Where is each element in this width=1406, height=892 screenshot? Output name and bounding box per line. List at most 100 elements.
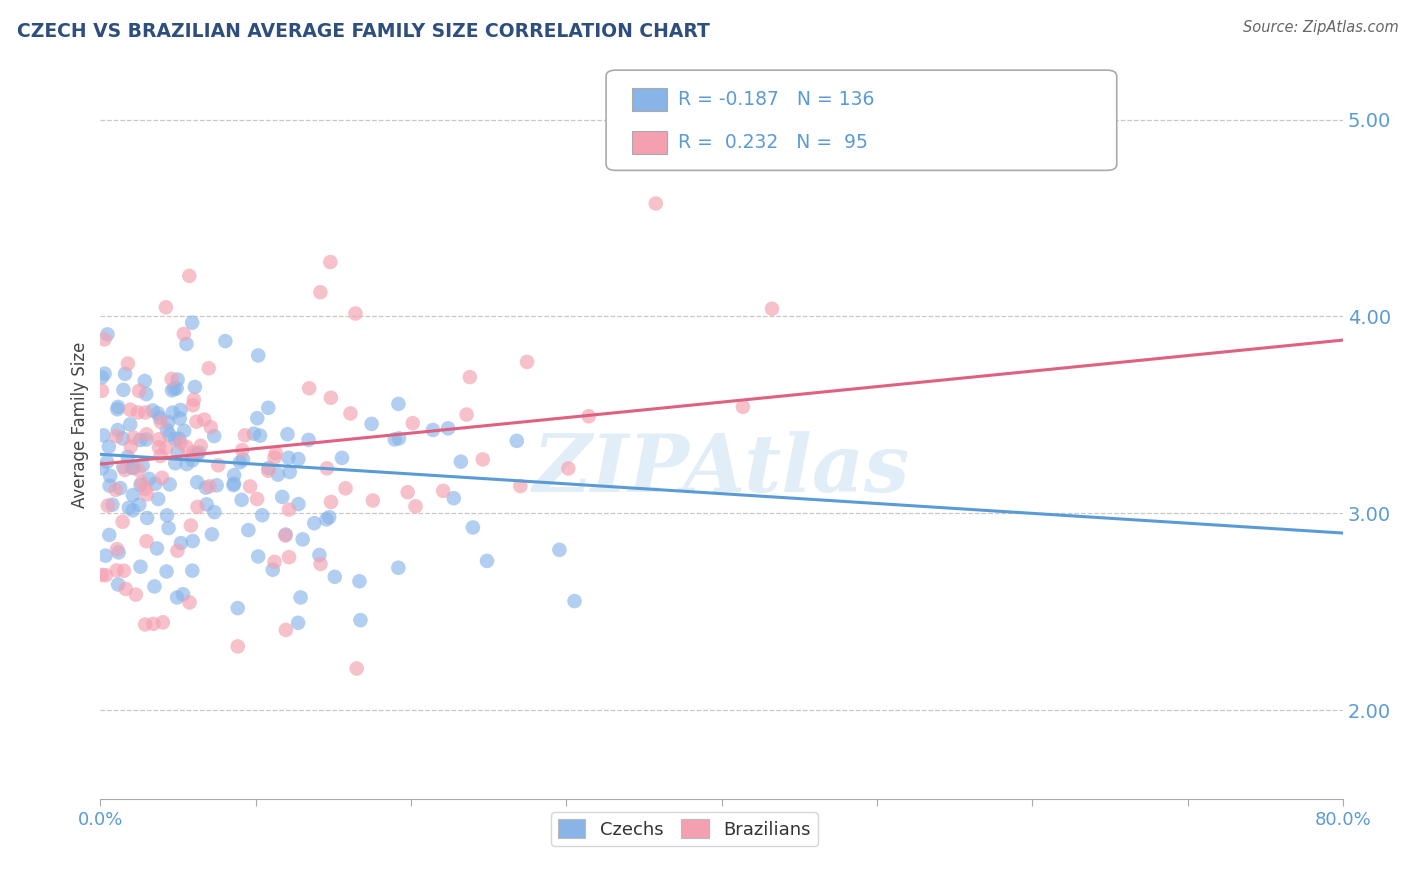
Point — [181, 398, 204, 412]
Point — [257, 401, 280, 415]
Point — [297, 433, 319, 447]
Point — [142, 403, 165, 417]
Point — [290, 591, 312, 605]
Point — [155, 565, 177, 579]
Bar — [633, 131, 666, 154]
Point — [330, 450, 353, 465]
Point — [105, 429, 128, 443]
Point — [308, 548, 330, 562]
Point — [238, 523, 260, 537]
Point — [165, 456, 187, 470]
Point — [166, 373, 188, 387]
Point — [309, 285, 332, 300]
Point — [129, 478, 152, 492]
Point — [346, 661, 368, 675]
Point — [402, 416, 425, 430]
Point — [114, 367, 136, 381]
Point — [239, 479, 262, 493]
Point — [114, 463, 136, 477]
Point — [195, 497, 218, 511]
Point — [263, 555, 285, 569]
Point — [186, 500, 208, 514]
Point — [229, 455, 252, 469]
Point — [94, 549, 117, 563]
Point — [471, 452, 494, 467]
Point — [186, 447, 208, 461]
Point — [298, 381, 321, 395]
Point — [122, 503, 145, 517]
Point — [388, 431, 411, 445]
Point — [278, 550, 301, 565]
Point — [129, 559, 152, 574]
Point — [233, 428, 256, 442]
Point — [557, 461, 579, 475]
Point — [179, 595, 201, 609]
Point — [166, 381, 188, 395]
Point — [97, 440, 120, 454]
Point — [122, 488, 145, 502]
Point — [98, 528, 121, 542]
Point — [257, 464, 280, 478]
Point — [143, 476, 166, 491]
Point — [186, 415, 208, 429]
Point — [222, 468, 245, 483]
Point — [165, 432, 187, 446]
Point — [156, 508, 179, 523]
Point — [176, 457, 198, 471]
Point — [267, 467, 290, 482]
Point — [170, 536, 193, 550]
Point — [98, 469, 121, 483]
Point — [134, 405, 156, 419]
Point — [287, 497, 309, 511]
Point — [578, 409, 600, 424]
Point — [163, 382, 186, 396]
Point — [128, 384, 150, 398]
Point — [188, 445, 211, 459]
Point — [181, 533, 204, 548]
Bar — [633, 88, 666, 111]
Point — [97, 499, 120, 513]
Point — [319, 495, 342, 509]
Point — [135, 534, 157, 549]
Point — [309, 557, 332, 571]
Point — [422, 423, 444, 437]
Point — [360, 417, 382, 431]
Point — [107, 400, 129, 414]
Point — [291, 533, 314, 547]
Point — [564, 594, 586, 608]
Point — [143, 579, 166, 593]
Point — [226, 601, 249, 615]
Point — [458, 370, 481, 384]
Point — [122, 461, 145, 475]
Point — [157, 521, 180, 535]
Point — [214, 334, 236, 348]
Point — [318, 510, 340, 524]
Point — [172, 587, 194, 601]
Point — [456, 408, 478, 422]
Point — [173, 326, 195, 341]
Point — [183, 392, 205, 407]
Legend: Czechs, Brazilians: Czechs, Brazilians — [551, 812, 818, 846]
Point — [396, 485, 419, 500]
Point — [262, 563, 284, 577]
Point — [128, 498, 150, 512]
Point — [94, 568, 117, 582]
Point — [167, 432, 190, 446]
Point — [142, 616, 165, 631]
Point — [117, 450, 139, 464]
Point — [170, 435, 193, 450]
Point — [243, 426, 266, 441]
Point — [93, 428, 115, 442]
Point — [148, 491, 170, 506]
Point — [387, 560, 409, 574]
Point — [131, 458, 153, 473]
Point — [250, 508, 273, 523]
Point — [437, 421, 460, 435]
Point — [335, 481, 357, 495]
Point — [232, 452, 254, 467]
Point — [319, 255, 342, 269]
Point — [761, 301, 783, 316]
Point — [197, 361, 219, 376]
Point — [475, 554, 498, 568]
Point — [98, 479, 121, 493]
